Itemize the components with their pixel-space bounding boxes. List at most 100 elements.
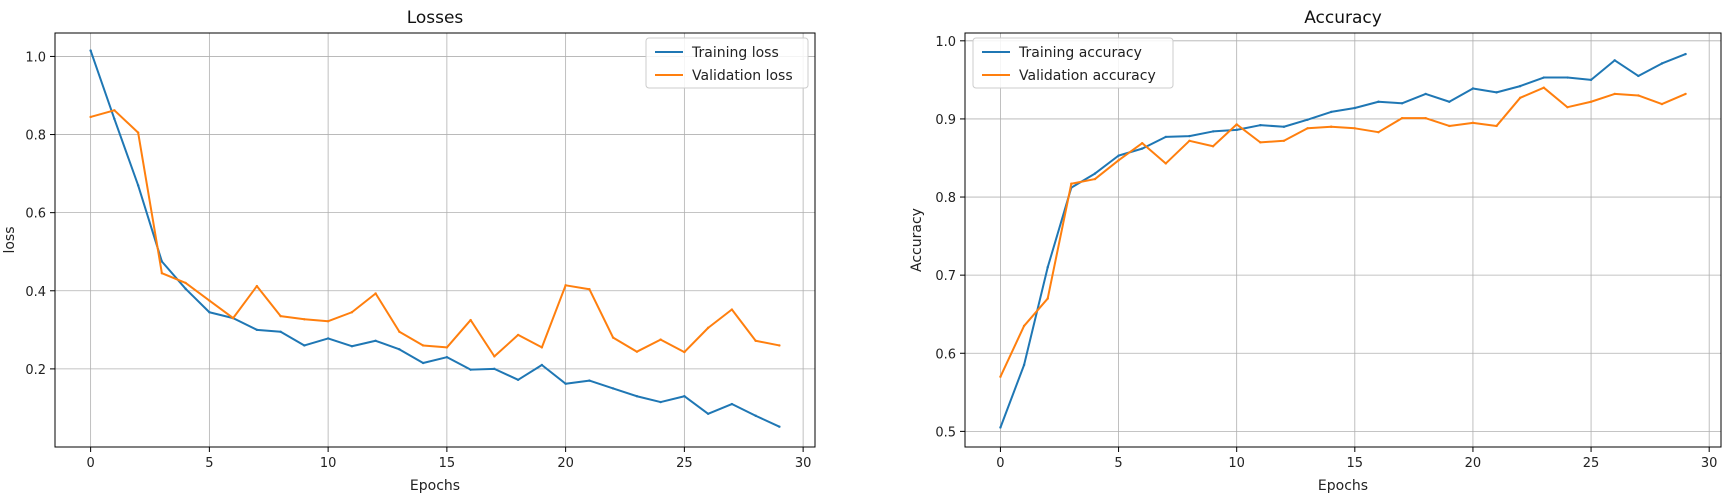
chart0-series-1-point-10 <box>326 320 330 323</box>
chart1-series-1-point-11 <box>1259 141 1262 144</box>
chart1-series-1-point-9 <box>1211 145 1215 148</box>
chart1-series-1-point-4 <box>1093 177 1097 181</box>
chart1-legend-box <box>972 37 1174 89</box>
chart1-series-1-line <box>999 86 1686 378</box>
chart0-series-1-point-22 <box>611 336 615 339</box>
chart0-series-0-point-20 <box>564 382 567 385</box>
chart0-ytick-label-2: 0.6 <box>25 207 46 222</box>
chart1-series-0-point-4 <box>1093 172 1097 175</box>
chart1-series-1-point-17 <box>1400 116 1404 120</box>
chart0-title: Losses <box>407 8 464 28</box>
chart0-series-0-point-11 <box>350 345 354 348</box>
chart1-legend: Training accuracy Validation accuracy <box>972 37 1174 89</box>
chart0-series-0-point-17 <box>493 367 496 371</box>
chart1-series-0-line <box>999 53 1686 428</box>
chart1-series-0-point-2 <box>1046 266 1049 269</box>
chart1-xtick-label-5: 25 <box>1583 456 1600 471</box>
chart0-series-0-point-24 <box>659 400 662 404</box>
chart0-series-1-point-18 <box>516 333 520 337</box>
chart0-series-1-point-26 <box>706 326 710 330</box>
chart1-legend-label-0: Training accuracy <box>1018 45 1142 61</box>
chart1-series-0-point-25 <box>1589 78 1593 82</box>
chart1-series-1-point-25 <box>1589 100 1593 103</box>
chart1-series-1-point-23 <box>1542 86 1546 89</box>
chart0-series-1-point-5 <box>208 299 211 302</box>
chart1-series-1-point-28 <box>1660 102 1664 106</box>
chart0-series-1-point-12 <box>374 292 377 295</box>
chart0-series-1-point-4 <box>184 281 187 285</box>
chart1-series-0-point-12 <box>1282 125 1286 128</box>
chart0-series-0-point-10 <box>326 337 330 340</box>
chart1-xtick-label-0: 0 <box>996 456 1004 471</box>
chart0-series-1-point-0 <box>89 115 92 119</box>
chart1-series-0-point-27 <box>1637 74 1640 78</box>
chart1-series-1-point-7 <box>1164 162 1168 165</box>
chart0-legend-label-1: Validation loss <box>692 68 793 84</box>
chart0-series-1-point-20 <box>564 284 567 287</box>
chart1-series-1-point-13 <box>1306 127 1309 130</box>
chart0-series-0-point-16 <box>469 368 472 371</box>
chart1-ytick-label-0: 0.5 <box>935 425 956 440</box>
chart0-series-1-point-16 <box>469 318 472 322</box>
chart0-series-1-point-28 <box>754 339 757 342</box>
chart1-series-0-point-19 <box>1448 100 1451 103</box>
chart0-series-1-point-13 <box>398 330 401 333</box>
chart1-legend-label-1: Validation accuracy <box>1019 68 1156 84</box>
chart1-series-0-point-28 <box>1660 62 1664 65</box>
chart1-series-0-point-22 <box>1518 84 1522 88</box>
chart0-series-0-point-13 <box>398 348 401 351</box>
chart1-ytick-label-2: 0.7 <box>935 269 956 284</box>
chart0-xtick-label-6: 30 <box>795 456 812 471</box>
chart1-series-1-point-1 <box>1022 324 1026 328</box>
chart0-series-1-point-23 <box>635 350 639 353</box>
chart0-series-0-point-18 <box>516 378 520 382</box>
chart1-ytick-label-4: 0.9 <box>935 113 956 128</box>
chart1-series-0-point-26 <box>1613 59 1616 62</box>
chart0-series-0-point-29 <box>778 425 781 428</box>
chart1-series-1-point-2 <box>1046 297 1049 300</box>
chart1-series-0-point-15 <box>1353 106 1357 110</box>
chart0-xtick-label-0: 0 <box>86 456 94 471</box>
chart1-series-1-point-8 <box>1188 139 1191 142</box>
chart1-series-1-point-3 <box>1070 182 1073 185</box>
chart1-series-0-point-18 <box>1424 92 1427 96</box>
chart1-xtick-label-1: 5 <box>1114 456 1122 471</box>
chart0-series-1-point-9 <box>303 318 306 321</box>
chart1: 0 5 10 15 20 25 30 0.5 0.6 0.7 0.8 0.9 1.0 Accuracy Ep… <box>909 8 1722 494</box>
chart1-series-0-point-29 <box>1684 52 1687 56</box>
chart1-xlabel: Epochs <box>1318 478 1368 494</box>
chart1-series-1-point-16 <box>1377 131 1380 134</box>
chart0-series-0-point-1 <box>113 117 116 121</box>
chart1-series-0-point-24 <box>1566 76 1569 79</box>
chart0-series-1-point-24 <box>659 338 662 341</box>
chart0-series-1-line <box>90 109 780 358</box>
chart1-series-0-point-14 <box>1329 110 1333 114</box>
chart0-legend-label-0: Training loss <box>691 45 779 61</box>
chart0-series-0-point-28 <box>754 414 757 417</box>
chart0-series-1-point-3 <box>160 271 164 275</box>
chart1-title: Accuracy <box>1304 8 1382 28</box>
chart0-series-1-point-15 <box>445 346 449 349</box>
chart1-series-0-point-23 <box>1542 76 1546 79</box>
chart0-series-1-point-29 <box>778 344 781 347</box>
chart0-series-0-point-9 <box>303 344 306 347</box>
chart0-xtick-label-4: 20 <box>557 456 574 471</box>
chart1-series-1-point-10 <box>1235 123 1238 126</box>
chart1-series-1-point-20 <box>1471 121 1475 125</box>
chart0-series-0-line <box>89 50 780 428</box>
chart1-series-0-point-5 <box>1117 154 1120 157</box>
chart0-series-0-point-22 <box>611 387 615 390</box>
chart0-series-0-point-7 <box>255 328 259 332</box>
chart1-series-0-point-7 <box>1164 135 1168 139</box>
chart1-series-1-point-18 <box>1424 116 1427 120</box>
chart0-ytick-label-0: 0.2 <box>25 363 46 378</box>
chart1-series-0-point-6 <box>1140 147 1144 150</box>
chart1-ylabel: Accuracy <box>909 208 925 272</box>
chart0-series-0-point-12 <box>374 339 377 342</box>
chart0-xlabel: Epochs <box>410 478 460 494</box>
chart0-series-0-point-23 <box>635 395 639 398</box>
chart1-series-1-point-14 <box>1329 125 1333 128</box>
chart0-series-1-point-21 <box>588 288 591 291</box>
chart0-xtick-label-3: 15 <box>439 456 456 471</box>
